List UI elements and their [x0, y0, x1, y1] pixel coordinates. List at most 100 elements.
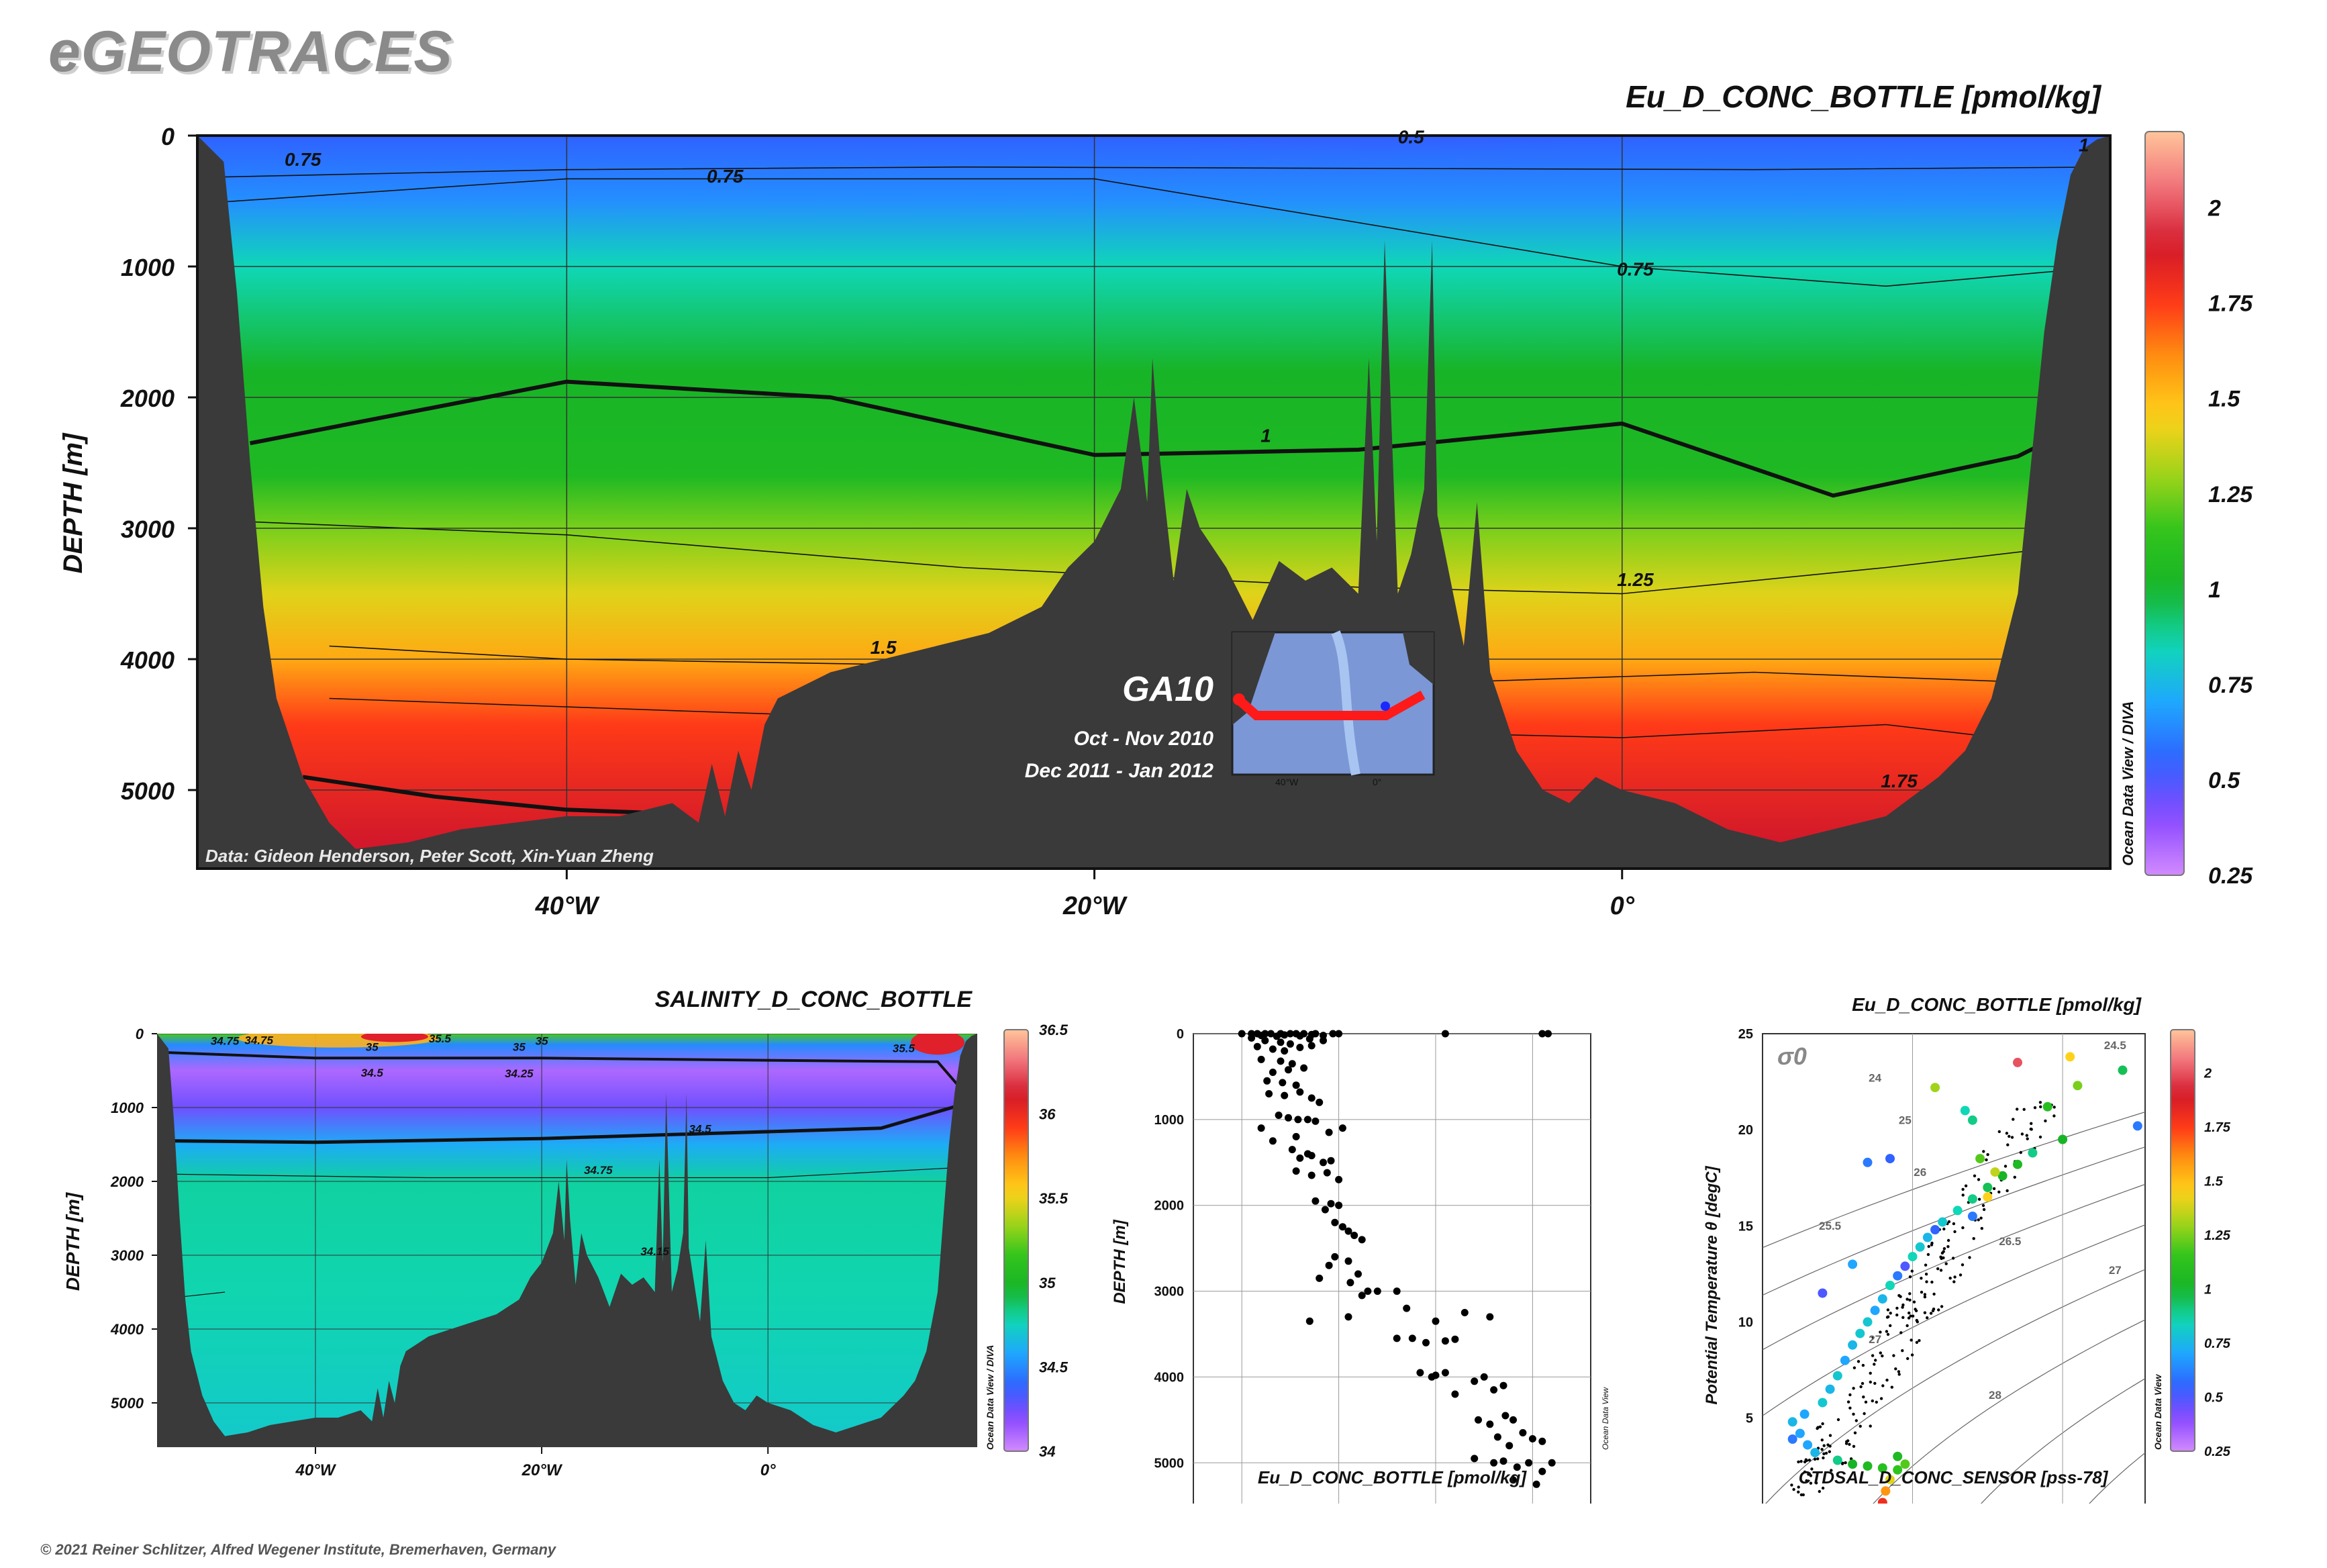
prof-point-39 [1279, 1079, 1287, 1087]
ts-bg-point-114 [1856, 1360, 1861, 1363]
prof-point-108 [1509, 1416, 1517, 1424]
prof-point-85 [1305, 1317, 1314, 1325]
prof-point-37 [1300, 1064, 1308, 1072]
ts-bg-point-216 [1859, 1424, 1862, 1428]
prof-point-25 [1305, 1035, 1314, 1043]
ts-point-6 [1818, 1398, 1828, 1408]
sal-ytick-label-5: 5000 [111, 1395, 144, 1412]
prof-point-106 [1486, 1420, 1494, 1428]
ts-bg-point-35 [1961, 1193, 1965, 1197]
ts-cbar-label-0: 0.25 [2204, 1444, 2231, 1459]
ts-bg-point-190 [2025, 1134, 2028, 1137]
ts-bg-point-218 [1892, 1354, 1895, 1357]
prof-point-55 [1338, 1124, 1346, 1132]
ts-bg-point-45 [1797, 1490, 1800, 1493]
prof-point-34 [1288, 1060, 1296, 1068]
ts-bg-point-193 [1977, 1178, 1981, 1181]
ts-point-33 [1893, 1465, 1903, 1475]
prof-point-6 [1286, 1030, 1294, 1038]
ts-bg-point-194 [1946, 1245, 1950, 1248]
prof-point-12 [1281, 1031, 1289, 1039]
ts-point-27 [2013, 1159, 2022, 1169]
ts-bg-point-119 [1871, 1336, 1875, 1339]
prof-point-99 [1428, 1373, 1436, 1381]
sal-contour-label-5: 34.25 [505, 1067, 534, 1080]
ts-isopycnal-3 [1763, 1224, 2145, 1416]
sal-ytick-label-3: 3000 [111, 1247, 144, 1264]
prof-ytick-label-1: 1000 [1154, 1113, 1185, 1128]
ts-point-44 [1960, 1106, 1970, 1116]
ts-bg-point-172 [1797, 1485, 1800, 1489]
prof-point-94 [1441, 1337, 1449, 1345]
ts-point-4 [1787, 1434, 1797, 1444]
prof-point-75 [1331, 1253, 1339, 1261]
prof-point-35 [1269, 1069, 1277, 1076]
prof-ytick-label-0: 0 [1177, 1027, 1184, 1042]
ts-point-9 [1840, 1355, 1850, 1365]
sal-contour-label-0: 34.75 [244, 1034, 273, 1046]
prof-point-76 [1344, 1257, 1352, 1265]
inset-xtick-2: 0° [1373, 777, 1381, 787]
prof-point-4 [1267, 1030, 1275, 1038]
prof-point-119 [1538, 1467, 1546, 1475]
section-name: GA10 [1122, 670, 1214, 709]
ts-bg-point-109 [1881, 1354, 1884, 1358]
ts-ytick-label-2: 10 [1738, 1315, 1753, 1330]
ts-bg-point-81 [1852, 1444, 1856, 1448]
ts-isopycnal-label-1: 24.5 [2104, 1039, 2126, 1052]
prof-yticks: 0 1000 2000 3000 4000 5000 [1154, 1027, 1185, 1471]
ts-point-19 [1915, 1242, 1925, 1252]
ts-point-7 [1825, 1384, 1835, 1394]
ts-point-56 [2013, 1057, 2022, 1067]
prof-point-112 [1505, 1442, 1514, 1450]
main-credit: Data: Gideon Henderson, Peter Scott, Xin… [205, 846, 654, 866]
ts-bg-point-99 [1947, 1220, 1951, 1224]
ts-point-55 [1818, 1288, 1828, 1298]
ts-bg-point-73 [1859, 1385, 1863, 1389]
ts-cbar-label-4: 1.25 [2204, 1228, 2231, 1243]
ts-bg-point-205 [1809, 1481, 1813, 1485]
ts-colorbar [2170, 1029, 2195, 1452]
main-ytick-label-0: 0 [161, 123, 175, 150]
prof-point-73 [1350, 1232, 1358, 1239]
ts-bg-point-149 [1887, 1315, 1890, 1318]
ts-point-1 [1795, 1428, 1805, 1438]
ts-isopycnal-6 [1980, 1378, 2145, 1504]
main-frame [196, 134, 2112, 870]
ts-cbar-label-5: 1.5 [2204, 1174, 2224, 1189]
prof-point-121 [1532, 1480, 1540, 1488]
ts-bg-point-80 [1925, 1280, 1928, 1283]
main-ytick-label-3: 3000 [121, 516, 175, 543]
ts-bg-point-201 [1961, 1187, 1965, 1191]
main-contour-label-3: 1 [2079, 134, 2089, 155]
main-xtick-label-1: 20°W [1062, 892, 1128, 920]
ts-point-51 [1863, 1157, 1873, 1167]
sal-contour-label-4: 34.5 [361, 1067, 384, 1079]
ts-bg-point-41 [1873, 1363, 1876, 1366]
main-ytick-label-2: 2000 [120, 385, 175, 412]
main-contour-1 [197, 178, 2110, 287]
ts-bg-point-214 [2006, 1143, 2010, 1146]
ts-bg-point-131 [1968, 1256, 1971, 1259]
prof-point-98 [1441, 1369, 1449, 1377]
prof-point-88 [1432, 1317, 1440, 1325]
prof-point-23 [1277, 1038, 1285, 1046]
sal-xticks: 40°W 20°W 0° [295, 1447, 776, 1479]
prof-point-103 [1490, 1386, 1498, 1394]
prof-ylabel: DEPTH [m] [1111, 1219, 1129, 1304]
sal-contour-label-8: 34.75 [211, 1035, 240, 1048]
ts-bg-point-207 [1821, 1486, 1825, 1490]
prof-point-59 [1296, 1154, 1304, 1162]
main-contour-label-8: 1.75 [1881, 771, 1918, 791]
ts-ytick-label-5: 25 [1738, 1027, 1753, 1042]
ts-point-53 [1967, 1212, 1977, 1221]
ts-point-52 [1930, 1083, 1940, 1093]
ts-isopycnal-labels: 24 24.5 25 25.5 26 26.5 27 27 28 [1819, 1039, 2126, 1402]
ts-colorbar-ticks: 0.25 0.5 0.75 1 1.25 1.5 1.75 2 [2204, 1066, 2231, 1459]
ts-bg-point-213 [2030, 1128, 2033, 1131]
ts-bg-point-157 [1908, 1298, 1912, 1302]
sal-contour-label-9: 35 [536, 1035, 548, 1048]
prof-point-80 [1346, 1279, 1354, 1287]
ts-point-40 [1990, 1167, 2000, 1177]
